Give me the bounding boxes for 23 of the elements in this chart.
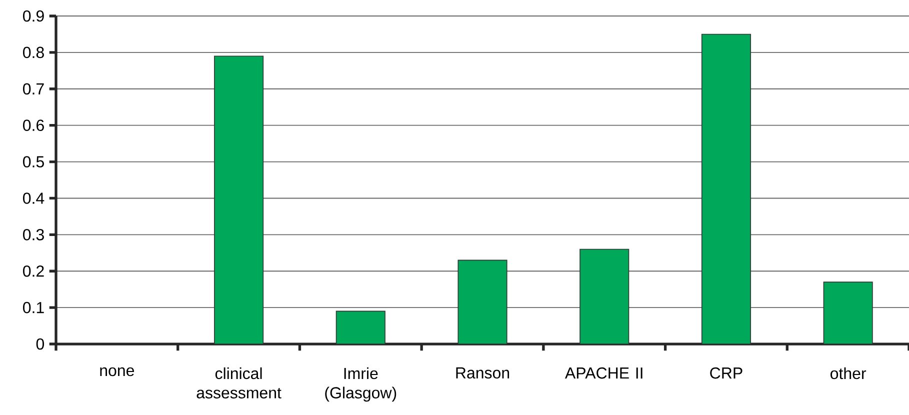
- y-tick-label: 0.9: [23, 10, 44, 22]
- x-tick-label: Imrie (Glasgow): [325, 367, 396, 402]
- y-tick-label: 0.3: [23, 229, 44, 240]
- bar: [458, 260, 508, 344]
- x-tick-label: clinical assessment: [196, 367, 282, 398]
- y-tick-label: 0.5: [23, 156, 44, 168]
- y-tick-label: 0.1: [23, 302, 44, 314]
- bar: [701, 34, 751, 344]
- x-tick-label: none: [100, 367, 134, 376]
- bar: [823, 282, 873, 344]
- y-tick-label: 0: [36, 338, 44, 350]
- y-tick-label: 0.6: [23, 120, 44, 131]
- bar: [214, 56, 264, 344]
- x-tick-label: APACHE II: [564, 367, 642, 379]
- y-tick-label: 0.7: [23, 83, 44, 95]
- bar: [336, 310, 386, 344]
- bar: [580, 248, 630, 344]
- y-tick-label: 0.4: [23, 192, 44, 204]
- y-tick-label: 0.8: [23, 46, 44, 58]
- y-tick-label: 0.2: [23, 265, 44, 277]
- x-tick-label: Ranson: [456, 367, 510, 379]
- x-tick-label: other: [830, 367, 866, 380]
- x-tick-label: CRP: [710, 367, 742, 379]
